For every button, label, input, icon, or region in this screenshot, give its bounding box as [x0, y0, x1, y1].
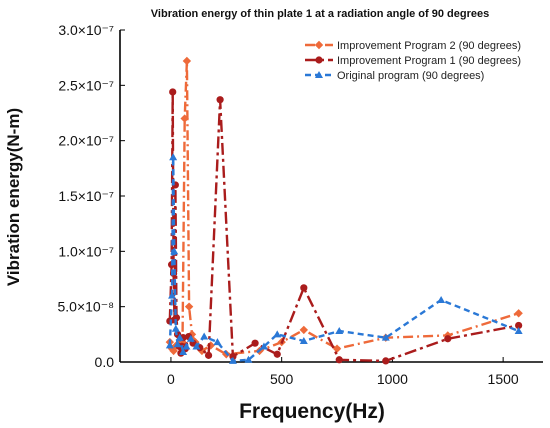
- data-point: [273, 330, 282, 338]
- data-point: [273, 350, 281, 358]
- data-point: [444, 335, 452, 343]
- data-point: [335, 327, 344, 335]
- data-point: [173, 340, 182, 348]
- y-tick-label: 2.5×10⁻⁷: [58, 77, 114, 93]
- series-3: [165, 153, 523, 364]
- axes: 0 500 1000 1500 0.0 5.0×10⁻⁸ 1.0×10⁻⁷ 1.5×10⁻⁷ 2…: [57, 22, 543, 387]
- data-point: [168, 291, 177, 299]
- data-point: [216, 96, 224, 104]
- legend: Improvement Program 2 (90 degrees) Improv…: [305, 40, 521, 82]
- legend-entry-1: Improvement Program 2 (90 degrees): [305, 40, 521, 52]
- y-tick-label: 1.5×10⁻⁷: [58, 188, 114, 204]
- data-point: [192, 342, 201, 350]
- data-point: [244, 355, 253, 363]
- data-point: [182, 342, 191, 350]
- data-point: [179, 348, 188, 356]
- data-point: [437, 296, 446, 304]
- series-layer: [165, 56, 523, 365]
- data-point: [259, 342, 268, 350]
- y-tick-label: 0.0: [95, 354, 115, 370]
- data-point: [169, 88, 177, 96]
- data-point: [299, 325, 309, 335]
- data-point: [182, 56, 192, 66]
- data-point: [180, 114, 189, 123]
- data-point: [300, 284, 308, 292]
- x-tick-label: 1000: [377, 371, 408, 387]
- x-axis-title: Frequency(Hz): [239, 400, 385, 423]
- data-point: [251, 339, 259, 347]
- legend-marker: [315, 71, 323, 78]
- y-tick-label: 5.0×10⁻⁸: [57, 299, 114, 315]
- series-line: [168, 90, 519, 363]
- y-tick-label: 1.0×10⁻⁷: [58, 243, 114, 259]
- legend-marker: [315, 56, 323, 64]
- data-point: [381, 333, 390, 341]
- y-axis-title: Vibration energy(N-m): [4, 108, 23, 286]
- data-point: [332, 344, 342, 353]
- data-point: [175, 333, 184, 341]
- data-point: [514, 309, 523, 318]
- legend-label: Improvement Program 1 (90 degrees): [337, 55, 521, 67]
- data-point: [184, 302, 194, 311]
- data-point: [165, 341, 174, 349]
- data-point: [213, 338, 222, 346]
- data-point: [204, 351, 213, 359]
- legend-entry-3: Original program (90 degrees): [305, 70, 484, 82]
- x-tick-label: 1500: [488, 371, 519, 387]
- x-tick-label: 0: [167, 371, 175, 387]
- x-tick-label: 500: [270, 371, 294, 387]
- data-point: [170, 247, 179, 255]
- series-line: [168, 156, 520, 363]
- data-point: [515, 321, 523, 330]
- y-tick-label: 2.0×10⁻⁷: [58, 133, 114, 149]
- legend-entry-2: Improvement Program 1 (90 degrees): [305, 55, 521, 67]
- data-point: [382, 357, 390, 365]
- data-point: [514, 327, 523, 335]
- data-point: [228, 356, 237, 364]
- data-point: [186, 334, 195, 342]
- chart-title: Vibration energy of thin plate 1 at a ra…: [151, 8, 489, 20]
- legend-label: Improvement Program 2 (90 degrees): [337, 40, 521, 52]
- data-point: [169, 153, 178, 161]
- data-point: [299, 336, 308, 344]
- data-point: [171, 324, 180, 332]
- legend-marker: [314, 40, 324, 50]
- legend-label: Original program (90 degrees): [337, 70, 484, 82]
- data-point: [200, 332, 209, 340]
- data-point: [335, 356, 343, 364]
- y-tick-label: 3.0×10⁻⁷: [58, 22, 114, 38]
- series-2: [166, 88, 523, 365]
- data-point: [229, 352, 237, 361]
